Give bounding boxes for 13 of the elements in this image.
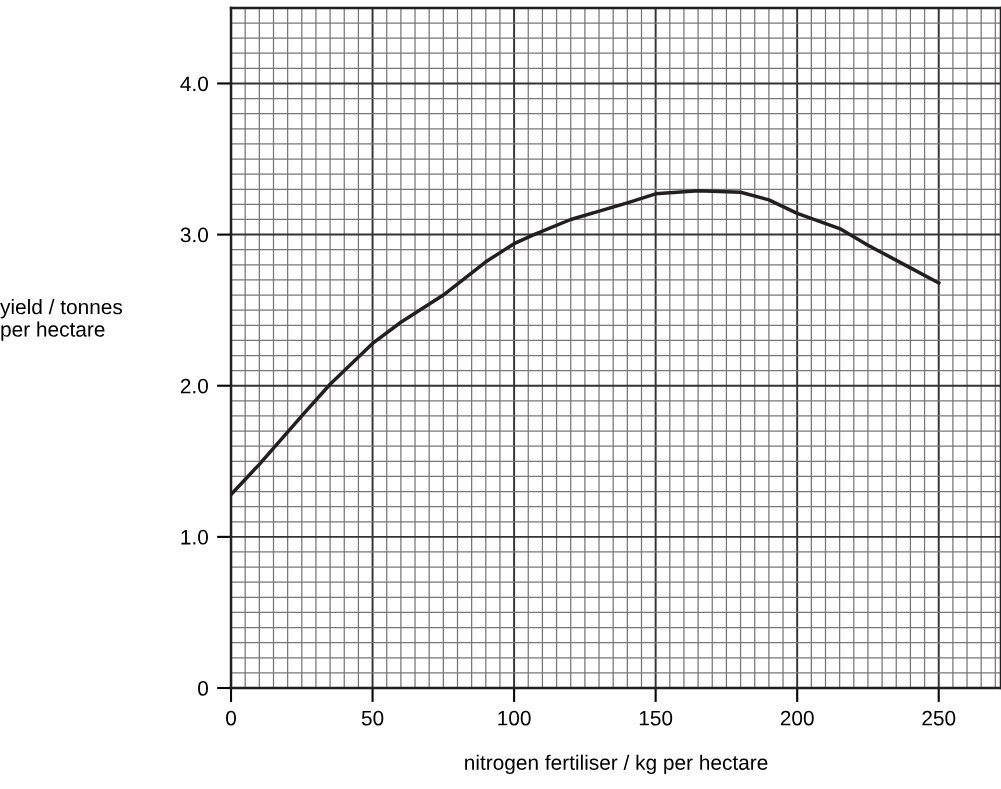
x-tick-label: 200 [780, 710, 814, 726]
x-tick-label: 150 [639, 710, 673, 726]
y-tick-label: 0 [198, 681, 208, 696]
x-tick-label: 100 [498, 710, 531, 726]
x-tick-label: 250 [922, 710, 956, 726]
y-tick-label: 4.0 [180, 76, 208, 92]
y-axis-title: yield / tonnes per hectare [0, 299, 123, 341]
x-axis-title: nitrogen fertiliser / kg per hectare [465, 754, 768, 775]
y-tick-label: 1.0 [181, 529, 208, 545]
y-tick-label: 2.0 [180, 378, 208, 394]
y-tick-label: 3.0 [180, 227, 208, 243]
x-tick-label: 50 [361, 710, 384, 726]
x-tick-label: 0 [226, 710, 237, 726]
